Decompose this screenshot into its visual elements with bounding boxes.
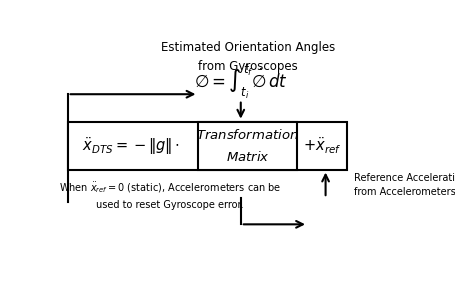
Bar: [198, 122, 297, 170]
Text: $\mathit{Transformation}$: $\mathit{Transformation}$: [196, 128, 298, 142]
Text: Estimated Orientation Angles: Estimated Orientation Angles: [160, 41, 334, 54]
Bar: [67, 122, 346, 170]
Text: from Accelerometers: from Accelerometers: [353, 187, 455, 197]
Text: from Gyroscopes: from Gyroscopes: [197, 60, 297, 73]
Text: $\mathit{Matrix}$: $\mathit{Matrix}$: [225, 150, 269, 164]
Text: When $\ddot{x}_{ref} = 0$ (static), Accelerometers can be: When $\ddot{x}_{ref} = 0$ (static), Acce…: [59, 180, 281, 195]
Text: $+ \ddot{x}_{ref}$: $+ \ddot{x}_{ref}$: [302, 135, 340, 156]
Text: $\varnothing = \int_{t_i}^{t_f} \dot{\varnothing}\, dt$: $\varnothing = \int_{t_i}^{t_f} \dot{\va…: [193, 63, 287, 101]
Text: used to reset Gyroscope error.: used to reset Gyroscope error.: [96, 200, 243, 210]
Text: $\ddot{x}_{DTS} = -\|g\| \cdot$: $\ddot{x}_{DTS} = -\|g\| \cdot$: [82, 135, 180, 156]
Text: Reference Acceleration: Reference Acceleration: [353, 174, 455, 183]
